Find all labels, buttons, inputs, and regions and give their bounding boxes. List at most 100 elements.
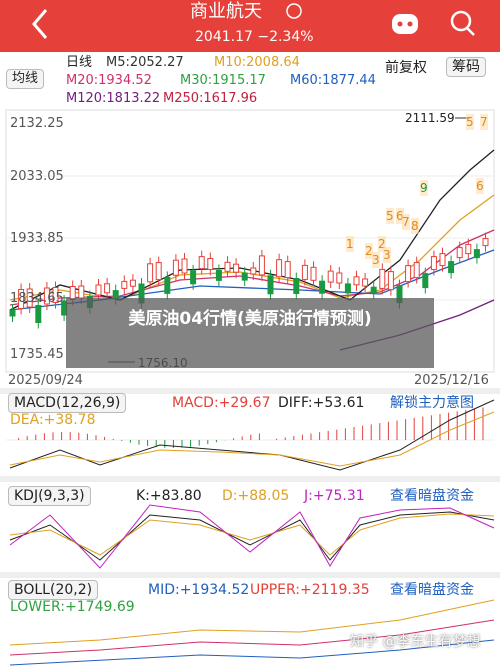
- macd-value: MACD:+29.67: [172, 395, 271, 411]
- high-label: 2111.59: [405, 111, 455, 125]
- candle-body: [224, 261, 231, 272]
- start-date: 2025/09/24: [8, 373, 83, 388]
- sequence-mark: 1: [346, 236, 354, 252]
- candle-body: [344, 283, 351, 294]
- main-frame: [5, 109, 495, 373]
- candle-body: [267, 275, 274, 295]
- y-tick-label: 2033.05: [10, 169, 64, 184]
- sequence-mark: 6: [476, 178, 484, 194]
- candle-body: [207, 258, 214, 270]
- sequence-mark: 5: [466, 114, 474, 130]
- diff-line: [9, 399, 495, 471]
- candle-body: [258, 255, 265, 276]
- candle-body: [370, 286, 377, 294]
- upper-value: UPPER:+2119.35: [250, 582, 370, 598]
- candle-body: [276, 259, 283, 278]
- candle-body: [181, 258, 188, 274]
- candle-body: [172, 259, 179, 276]
- y-tick-label: 1834.65: [10, 291, 64, 306]
- d-value: D:+88.05: [222, 488, 290, 504]
- robot-eye: [397, 21, 403, 27]
- sequence-mark: 9: [420, 180, 428, 196]
- header: 商业航天 2041.17 −2.34%: [0, 0, 500, 52]
- ma120: M120:1813.22: [66, 91, 161, 106]
- sequence-mark: 2: [378, 236, 386, 252]
- macd-name[interactable]: MACD(12,26,9): [8, 393, 127, 413]
- candle-body: [78, 285, 85, 299]
- candle-body: [353, 276, 360, 286]
- boll-name[interactable]: BOLL(20,2): [8, 580, 99, 600]
- candle-body: [95, 284, 102, 296]
- separator: [0, 572, 500, 578]
- candle-body: [35, 305, 42, 323]
- sequence-mark: 5: [386, 208, 394, 224]
- candle-body: [379, 268, 386, 289]
- sequence-mark: 7: [480, 114, 488, 130]
- ma30: M30:1915.17: [180, 73, 266, 88]
- candle-body: [448, 261, 455, 274]
- candle-body: [293, 278, 300, 294]
- candle-body: [362, 278, 369, 287]
- subtitle: 2041.17 −2.34%: [195, 29, 314, 45]
- y-tick-label: 2132.25: [10, 116, 64, 131]
- title: 商业航天: [190, 1, 262, 22]
- ma60: M60:1877.44: [290, 73, 376, 88]
- sequence-mark: 3: [383, 247, 391, 263]
- candle-body: [129, 279, 136, 287]
- candle-body: [465, 244, 472, 255]
- candle-body: [190, 270, 197, 285]
- sequence-mark: 3: [372, 252, 380, 268]
- period: 日线: [66, 55, 93, 70]
- kdj-link[interactable]: 查看暗盘资金: [390, 488, 474, 504]
- k-value: K:+83.80: [136, 488, 202, 504]
- watermark: 知乎 @李东生有梦想: [350, 634, 481, 650]
- sequence-mark: 7: [402, 214, 410, 230]
- candle-body: [52, 287, 59, 303]
- j-line: [9, 504, 495, 569]
- macd-link[interactable]: 解锁主力意图: [390, 395, 474, 411]
- candle-body: [336, 272, 343, 284]
- y-tick-label: 1933.85: [10, 231, 64, 246]
- dea-line: [9, 411, 495, 467]
- candle-body: [241, 272, 248, 281]
- candle-body: [284, 261, 291, 279]
- macd-bars: [18, 407, 484, 448]
- chips[interactable]: 筹码: [446, 57, 486, 77]
- candle-body: [18, 289, 25, 309]
- candle-body: [327, 270, 334, 283]
- separator: [0, 476, 500, 482]
- candle-body: [473, 249, 480, 259]
- robot-icon[interactable]: [392, 14, 418, 34]
- candle-body: [43, 287, 50, 305]
- mid-value: MID:+1934.52: [148, 582, 250, 598]
- ma-selector[interactable]: 均线: [6, 69, 45, 89]
- candle-body: [301, 264, 308, 280]
- ma10-line: [9, 194, 495, 301]
- candle-body: [215, 269, 222, 281]
- boll-upper: [9, 599, 495, 646]
- candle-body: [430, 256, 437, 271]
- search-icon[interactable]: [450, 10, 472, 32]
- candle-body: [147, 263, 154, 283]
- candle-body: [439, 253, 446, 267]
- kdj-name[interactable]: KDJ(9,3,3): [8, 486, 91, 506]
- sequence-mark: 8: [411, 218, 419, 234]
- candle-body: [482, 238, 489, 247]
- ma250: M250:1617.96: [163, 91, 258, 106]
- candle-body: [405, 265, 412, 283]
- boll-lower: [9, 639, 495, 666]
- candle-body: [387, 271, 394, 291]
- candle-body: [121, 280, 128, 289]
- info-icon[interactable]: [286, 3, 302, 19]
- lower-value: LOWER:+1749.69: [10, 599, 135, 615]
- candle-body: [9, 309, 16, 317]
- ma20: M20:1934.52: [66, 73, 152, 88]
- adjust[interactable]: 前复权: [385, 60, 427, 76]
- boll-link[interactable]: 查看暗盘资金: [390, 582, 474, 598]
- back-icon[interactable]: [32, 9, 48, 39]
- candle-body: [319, 280, 326, 294]
- diff-value: DIFF:+53.61: [278, 395, 365, 411]
- overlay-banner[interactable]: 美原油04行情(美原油行情预测): [66, 298, 434, 368]
